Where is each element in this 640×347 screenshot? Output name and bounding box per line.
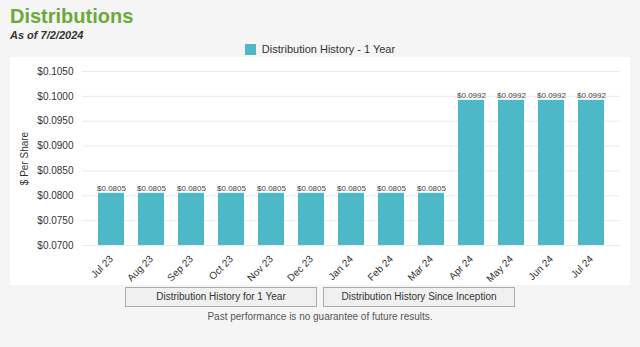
- svg-text:$0.0805: $0.0805: [97, 184, 126, 193]
- svg-text:$0.0900: $0.0900: [37, 140, 74, 151]
- svg-text:Oct 23: Oct 23: [207, 253, 236, 282]
- html-text:Past performance is no guarant: Past performance is no guarantee of futu…: [207, 311, 433, 322]
- svg-text:Jan 24: Jan 24: [326, 253, 355, 282]
- html-text:Distributions: Distributions: [10, 5, 134, 27]
- svg-text:Aug 23: Aug 23: [125, 253, 155, 283]
- svg-text:$ Per Share: $ Per Share: [19, 131, 30, 185]
- html-text:Distribution History for 1 Yea: Distribution History for 1 Year: [156, 291, 286, 302]
- svg-text:$0.0805: $0.0805: [377, 184, 406, 193]
- svg-text:$0.0992: $0.0992: [537, 91, 566, 100]
- svg-text:$0.0950: $0.0950: [37, 115, 74, 126]
- svg-text:Feb 24: Feb 24: [365, 253, 395, 283]
- svg-text:$0.0992: $0.0992: [497, 91, 526, 100]
- svg-text:$0.0805: $0.0805: [297, 184, 326, 193]
- html-text:As of 7/2/2024: As of 7/2/2024: [10, 29, 84, 41]
- svg-text:$0.0805: $0.0805: [337, 184, 366, 193]
- svg-text:$0.0992: $0.0992: [577, 91, 606, 100]
- svg-text:$0.0805: $0.0805: [217, 184, 246, 193]
- svg-text:Jul 23: Jul 23: [89, 253, 116, 280]
- svg-text:Apr 24: Apr 24: [447, 253, 476, 282]
- svg-text:Sep 23: Sep 23: [165, 253, 195, 283]
- svg-text:Dec 23: Dec 23: [285, 253, 315, 283]
- html-text:Distribution History - 1 Year: Distribution History - 1 Year: [261, 43, 396, 55]
- svg-text:$0.1000: $0.1000: [37, 91, 74, 102]
- svg-text:$0.0800: $0.0800: [37, 190, 74, 201]
- svg-text:$0.0992: $0.0992: [457, 91, 486, 100]
- svg-text:$0.0850: $0.0850: [37, 165, 74, 176]
- svg-text:Jul 24: Jul 24: [569, 253, 596, 280]
- svg-text:$0.0805: $0.0805: [177, 184, 206, 193]
- svg-text:$0.0700: $0.0700: [37, 240, 74, 251]
- svg-text:May 24: May 24: [484, 253, 515, 284]
- svg-text:Mar 24: Mar 24: [405, 253, 435, 283]
- svg-text:$0.0805: $0.0805: [417, 184, 446, 193]
- svg-text:$0.0805: $0.0805: [137, 184, 166, 193]
- html-text:Distribution History Since Inc: Distribution History Since Inception: [341, 291, 497, 302]
- svg-text:Jun 24: Jun 24: [526, 253, 555, 282]
- svg-text:$0.1050: $0.1050: [37, 66, 74, 77]
- svg-text:$0.0805: $0.0805: [257, 184, 286, 193]
- svg-text:$0.0750: $0.0750: [37, 215, 74, 226]
- svg-text:Nov 23: Nov 23: [245, 253, 275, 283]
